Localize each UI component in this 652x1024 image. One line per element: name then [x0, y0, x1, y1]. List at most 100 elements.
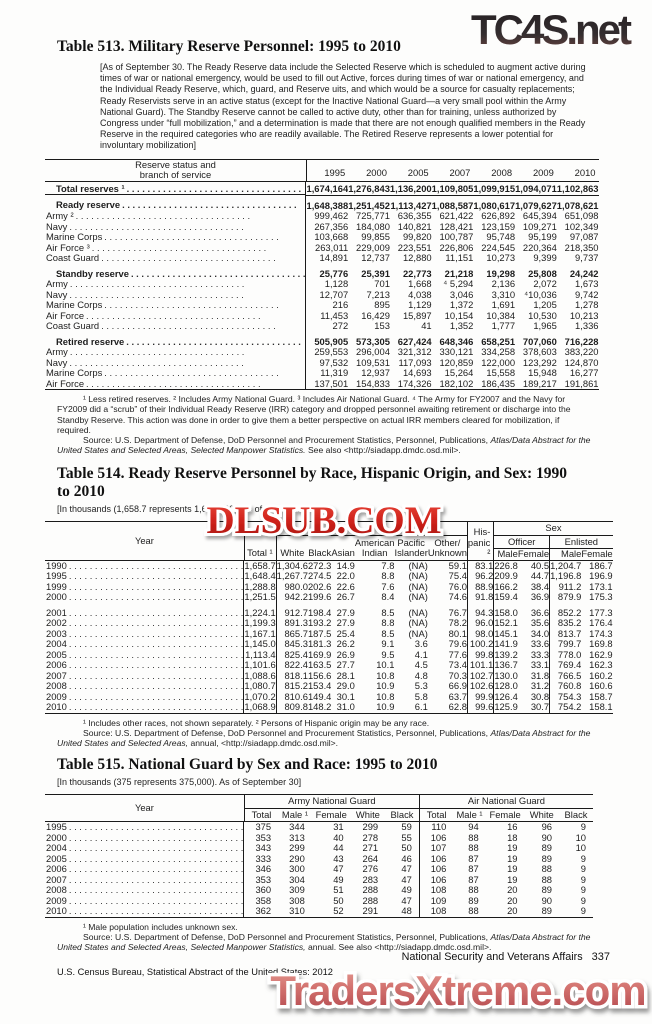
leader-dots: . . . . . . . . . . . . . . . . . . . . … [68, 885, 244, 896]
cell-value: 3,046 [449, 289, 474, 300]
cell-value: 97,087 [569, 232, 599, 243]
cell-value: 10,530 [528, 310, 557, 321]
cell-value: 80.1 [427, 628, 468, 640]
cell-value: 2,136 [491, 279, 516, 290]
cell-value: 98.0 [467, 628, 495, 640]
cell-value: 174,326 [397, 378, 432, 389]
cell-value: 1,099,915 [473, 181, 516, 196]
table513-row: Air Force ³. . . . . . . . . . . . . . .… [45, 242, 599, 254]
source-publication: Atlas/Data Abstract for the United State… [57, 434, 591, 456]
cell-value: 99.6 [467, 702, 495, 714]
row-label-cell: Army. . . . . . . . . . . . . . . . . . … [45, 279, 307, 290]
table-513-body: Total reserves ¹. . . . . . . . . . . . … [45, 181, 599, 390]
cell-value: 89 [541, 843, 553, 854]
cell-value: 27.9 [336, 618, 355, 629]
cell-value: 10.1 [376, 660, 395, 671]
cell-value: 125.9 [494, 702, 518, 713]
cell-value: 358 [255, 895, 272, 906]
cell-value: 912.7 [284, 606, 308, 618]
source-text: Source: U.S. Department of Defense, DoD … [83, 728, 491, 739]
year-label-cell: 2000. . . . . . . . . . . . . . . . . . … [45, 592, 245, 603]
table513-row: Air Force. . . . . . . . . . . . . . . .… [45, 310, 599, 322]
section-table-513: Table 513. Military Reserve Personnel: 1… [45, 0, 599, 455]
leader-dots: . . . . . . . . . . . . . . . . . . . . … [130, 268, 306, 279]
cell-value: 163.5 [307, 660, 332, 671]
cell-value: 21,218 [444, 267, 474, 279]
cell-value: 1,648.4 [244, 571, 277, 582]
table-515: Year Army National Guard Air National Gu… [45, 794, 593, 918]
table515-row: 2004. . . . . . . . . . . . . . . . . . … [45, 843, 593, 854]
cell-value: 9 [580, 895, 586, 906]
cell-value: 27.7 [336, 660, 355, 671]
cell-value: 263,011 [315, 242, 349, 253]
cell-value: 160.6 [589, 681, 613, 692]
cell-value: 63.7 [427, 691, 468, 703]
cell-value: 7.8 [381, 560, 395, 571]
cell-value: 38.4 [517, 581, 551, 593]
cell-value: 1,080.7 [244, 681, 277, 692]
leader-dots: . . . . . . . . . . . . . . . . . . . . … [68, 702, 244, 713]
col-header-year-2005: 2005 [389, 159, 432, 182]
cell-value: 140,821 [397, 221, 432, 232]
table513-row: Standby reserve. . . . . . . . . . . . .… [45, 263, 599, 280]
row-label-cell: Air Force. . . . . . . . . . . . . . . .… [45, 310, 307, 322]
cell-value: 99,820 [402, 232, 432, 243]
year-label-cell: 1990. . . . . . . . . . . . . . . . . . … [45, 560, 245, 572]
cell-value: 626,892 [481, 211, 516, 222]
year-label-cell: 2008. . . . . . . . . . . . . . . . . . … [45, 885, 245, 896]
year-label: 2008 [46, 681, 67, 692]
cell-value: 1,088.6 [244, 670, 277, 682]
hdr-line2: White [280, 547, 305, 559]
cell-value: 7.6 [381, 581, 395, 592]
table-514-title: Table 514. Ready Reserve Personnel by Ra… [57, 465, 568, 501]
cell-value: 825.4 [284, 649, 308, 660]
cell-value: 11,151 [445, 253, 474, 264]
cell-value: 26.7 [336, 592, 355, 603]
table-513-source: Source: U.S. Department of Defense, DoD … [57, 435, 593, 455]
cell-value: 3.6 [414, 639, 428, 650]
table513-row: Ready reserve. . . . . . . . . . . . . .… [45, 195, 599, 211]
cell-value: 1,196.8 [550, 571, 582, 582]
cell-value: 1,372 [449, 300, 474, 311]
cell-value: 9,399 [533, 253, 557, 264]
cell-value: 648,346 [439, 335, 474, 347]
cell-value: 130.0 [494, 670, 518, 681]
cell-value: 96.2 [467, 571, 495, 582]
cell-value: 174.3 [589, 628, 613, 639]
cell-value: 288 [362, 885, 379, 896]
table-514-unit-note: [In thousands (1,658.7 represents 1,658,… [57, 504, 324, 515]
col-header-enlisted-male: Male [549, 548, 582, 561]
col-header-army-male: Male ¹ [278, 808, 312, 823]
cell-value: 4.8 [414, 670, 428, 681]
col-header-army-female: Female [311, 808, 351, 823]
hdr-line2: Indian [361, 547, 388, 559]
col-header-officer-male: Male [493, 548, 518, 561]
cell-value: 89 [541, 885, 553, 896]
table513-row: Air Force. . . . . . . . . . . . . . . .… [45, 378, 599, 390]
leader-dots: . . . . . . . . . . . . . . . . . . . . … [68, 571, 244, 582]
leader-dots: . . . . . . . . . . . . . . . . . . . . … [68, 670, 244, 681]
table-513-title: Table 513. Military Reserve Personnel: 1… [57, 38, 401, 55]
leader-dots: . . . . . . . . . . . . . . . . . . . . … [68, 874, 244, 885]
cell-value: 309 [289, 885, 305, 896]
table513-row: Navy. . . . . . . . . . . . . . . . . . … [45, 357, 599, 369]
cell-value: 90 [541, 832, 553, 843]
source-url: annual, <http://siadapp.dmdc.osd.mil>. [188, 738, 339, 749]
cell-value: 16,429 [361, 310, 390, 321]
cell-value: 109 [430, 895, 447, 906]
cell-value: 10 [575, 832, 586, 843]
cell-value: 1,205 [533, 300, 557, 311]
cell-value: 35.6 [517, 618, 551, 629]
cell-value: 103,668 [314, 232, 349, 243]
table514-row: 2000. . . . . . . . . . . . . . . . . . … [45, 592, 613, 603]
leader-dots: . . . . . . . . . . . . . . . . . . . . … [68, 843, 244, 854]
table-513-headnote: [As of September 30. The Ready Reserve d… [100, 62, 586, 151]
cell-value: 505,905 [314, 335, 349, 347]
table514-row: 2001. . . . . . . . . . . . . . . . . . … [45, 602, 613, 619]
cell-value: 102,349 [564, 221, 599, 232]
col-header-army-black: Black [385, 808, 420, 823]
cell-value: 942.2 [284, 592, 308, 603]
cell-value: 353 [255, 874, 272, 885]
cell-value: 106 [430, 853, 447, 864]
cell-value: 66.9 [427, 681, 468, 692]
